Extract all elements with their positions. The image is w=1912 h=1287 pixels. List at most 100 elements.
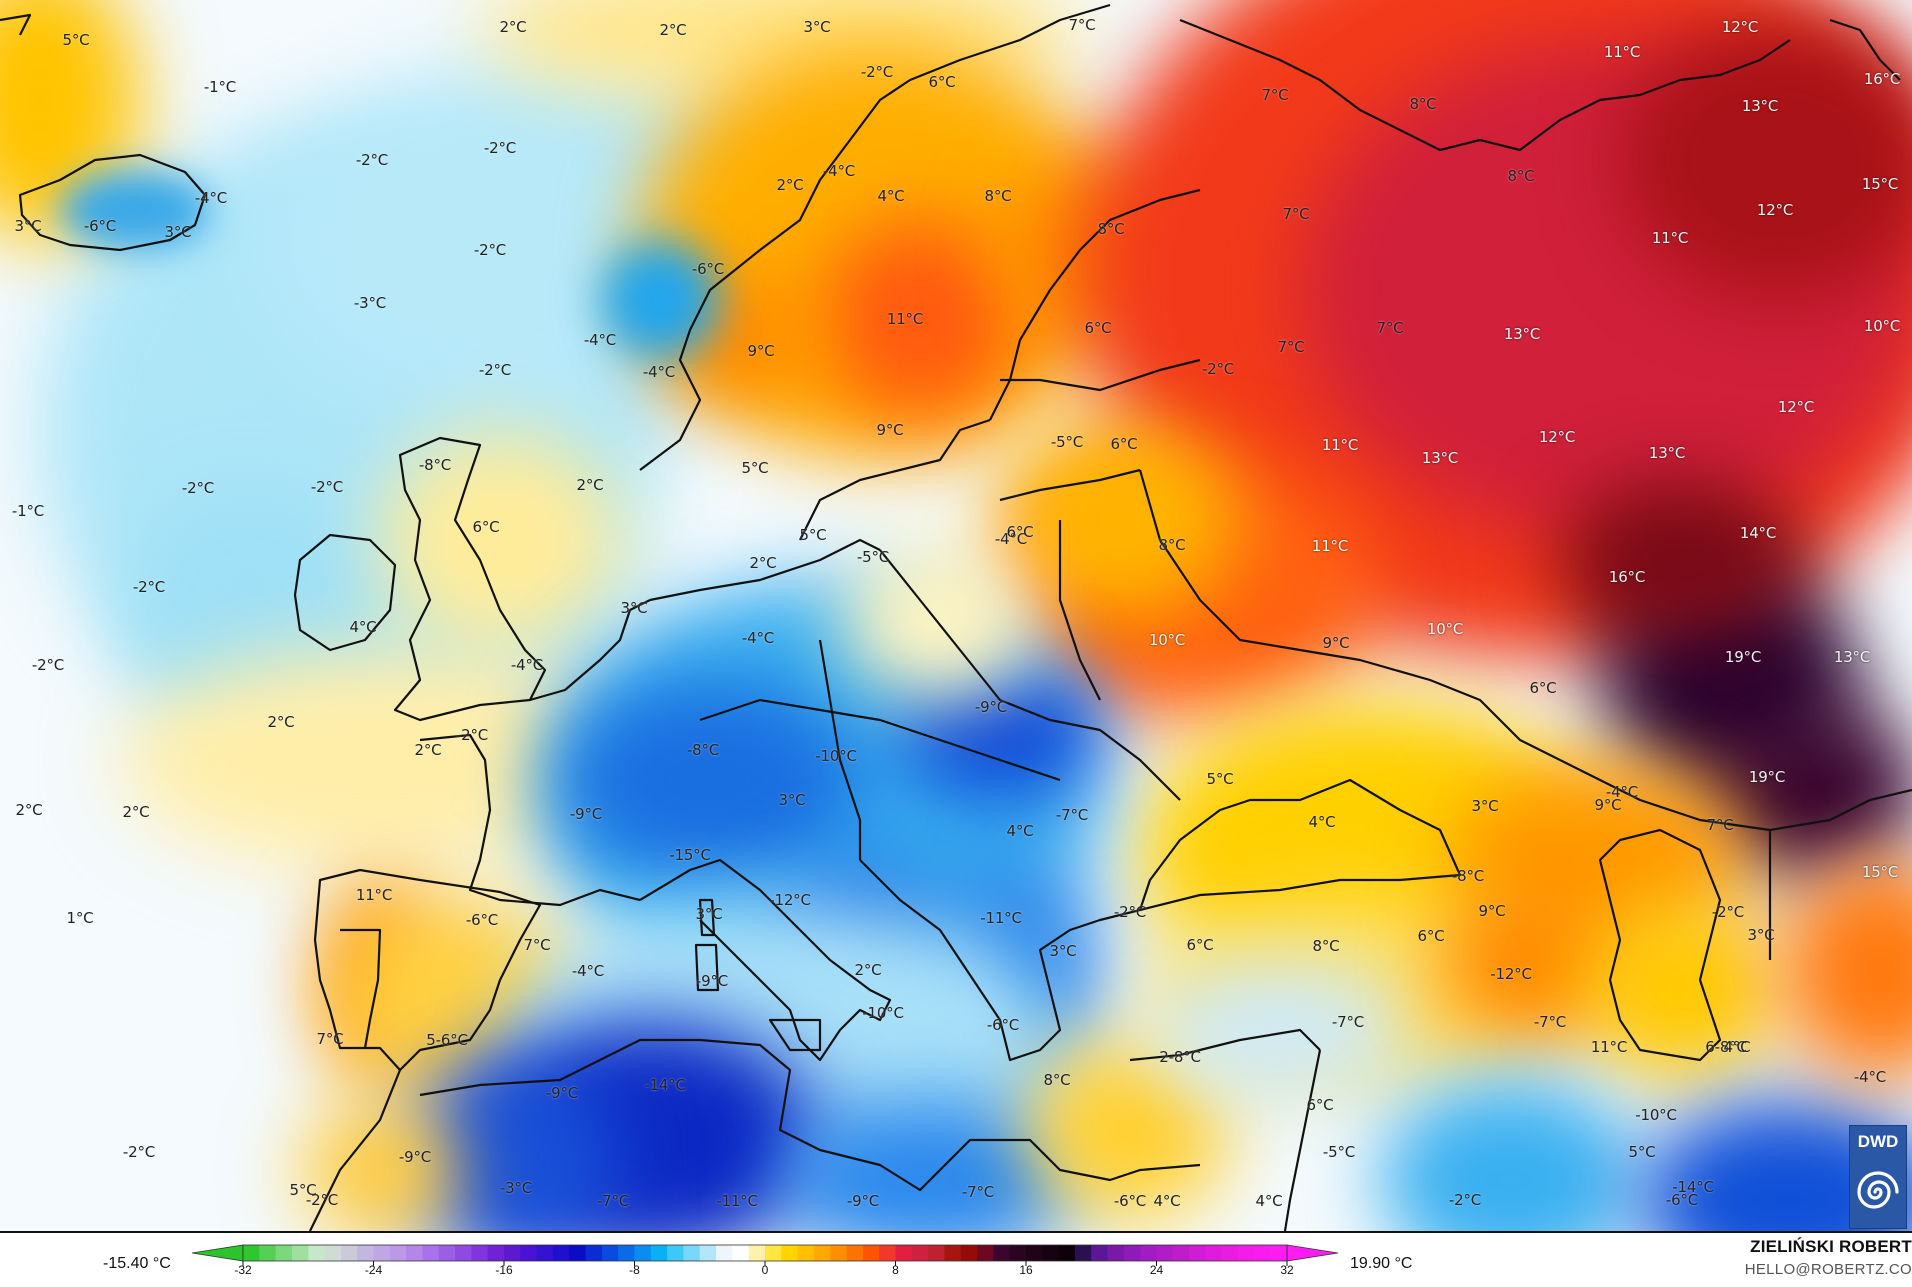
temperature-label: 14°C <box>1739 524 1777 542</box>
temperature-label: -7°C <box>961 1183 995 1201</box>
temperature-label: 3°C <box>803 18 831 36</box>
temperature-label: 3°C <box>1747 926 1775 944</box>
temperature-label: -9°C <box>569 805 603 823</box>
temperature-label: -6°C <box>83 217 117 235</box>
author-name: ZIELIŃSKI ROBERT <box>1750 1237 1912 1256</box>
temperature-label: -9°C <box>398 1148 432 1166</box>
temperature-label: -4°C <box>583 331 617 349</box>
temperature-label: 12°C <box>1777 398 1815 416</box>
temperature-label: 3°C <box>1471 797 1499 815</box>
temperature-label: -12°C <box>1490 965 1532 983</box>
temperature-label: 11°C <box>886 310 924 328</box>
temperature-label: 6°C <box>1110 435 1138 453</box>
temperature-label: -10°C <box>815 747 857 765</box>
spiral-icon <box>1857 1171 1899 1209</box>
temperature-label: 13°C <box>1741 97 1779 115</box>
temperature-label: 7°C <box>1261 86 1289 104</box>
temperature-label: 6°C <box>1084 319 1112 337</box>
colorbar-legend: -15.40 °C -32 -24 -16 -8 0 8 16 24 32 19.90 °C Z… <box>0 1233 1912 1287</box>
temperature-label: -10°C <box>862 1004 904 1022</box>
temperature-label: 7°C <box>523 936 551 954</box>
temperature-label: 8°C <box>1158 536 1186 554</box>
temperature-label: -7°C <box>1533 1013 1567 1031</box>
temperature-label: 8°C <box>1097 220 1125 238</box>
temperature-label: -2°C <box>478 361 512 379</box>
temperature-label: -2°C <box>310 478 344 496</box>
temperature-label: 13°C <box>1421 449 1459 467</box>
temperature-label: 5°C <box>741 459 769 477</box>
temperature-label: 15°C <box>1861 863 1899 881</box>
temperature-label: 11°C <box>1651 229 1689 247</box>
temperature-label: 3°C <box>1049 942 1077 960</box>
temperature-label: -2°C <box>1201 360 1235 378</box>
temperature-label: -6°C <box>691 260 725 278</box>
author-email[interactable]: HELLO@ROBERTZ.CO <box>1744 1261 1912 1278</box>
temperature-label: -2°C <box>305 1191 339 1209</box>
dwd-logo: DWD <box>1849 1125 1907 1229</box>
temperature-label: -4°C <box>822 162 856 180</box>
temperature-label: 11°C <box>1321 436 1359 454</box>
temperature-label: -2°C <box>1113 903 1147 921</box>
temperature-label: 10°C <box>1863 317 1901 335</box>
temperature-label: -5°C <box>1322 1143 1356 1161</box>
temperature-label: 5-6°C <box>426 1031 468 1049</box>
temperature-label: 19°C <box>1724 648 1762 666</box>
temperature-label: -7°C <box>596 1192 630 1210</box>
temperature-label: 5°C <box>1206 770 1234 788</box>
temperature-label: -4°C <box>1605 783 1639 801</box>
temperature-label: -14°C <box>644 1076 686 1094</box>
temperature-label: 6-8°C <box>1705 1038 1747 1056</box>
temperature-label: 9°C <box>747 342 775 360</box>
temperature-label: -5°C <box>1050 433 1084 451</box>
temperature-label: 4°C <box>1308 813 1336 831</box>
temperature-label: 7°C <box>1706 816 1734 834</box>
temperature-label: -8°C <box>418 456 452 474</box>
temperature-label: -4°C <box>642 363 676 381</box>
temperature-label: 13°C <box>1833 648 1871 666</box>
temperature-label: -3°C <box>353 294 387 312</box>
temperature-label: -6°C <box>1113 1192 1147 1210</box>
temperature-label: 2°C <box>267 713 295 731</box>
temperature-label: 2°C <box>499 18 527 36</box>
temperature-label: 7°C <box>1277 338 1305 356</box>
temperature-label: 2°C <box>122 803 150 821</box>
temperature-label: 9°C <box>876 421 904 439</box>
temperature-label: 5°C <box>1628 1143 1656 1161</box>
temperature-label: 3°C <box>778 791 806 809</box>
temperature-label: -2°C <box>455 726 489 744</box>
temperature-label: -2°C <box>31 656 65 674</box>
min-value-label: -15.40 °C <box>103 1255 171 1272</box>
temperature-label: 11°C <box>1311 537 1349 555</box>
temperature-label: 7°C <box>1068 16 1096 34</box>
temperature-label: 16°C <box>1608 568 1646 586</box>
temperature-label: -4°C <box>1853 1068 1887 1086</box>
temperature-label: -1°C <box>203 78 237 96</box>
temperature-label: -9°C <box>695 972 729 990</box>
temperature-label: 2°C <box>749 554 777 572</box>
temperature-label: 5°C <box>289 1181 317 1199</box>
temperature-label: -4°C <box>994 530 1028 548</box>
temperature-label: 7°C <box>316 1030 344 1048</box>
temperature-label: 4°C <box>1006 822 1034 840</box>
colorbar-tick-label: 24 <box>1149 1263 1164 1277</box>
temperature-label: 6°C <box>1186 936 1214 954</box>
temperature-label: -9°C <box>846 1192 880 1210</box>
colorbar-tick-label: 32 <box>1280 1263 1294 1277</box>
temperature-label: 8°C <box>1507 167 1535 185</box>
temperature-label: 6°C <box>1006 523 1034 541</box>
max-value-label: 19.90 °C <box>1350 1255 1413 1272</box>
temperature-label: -9°C <box>545 1084 579 1102</box>
temperature-label: -2°C <box>860 63 894 81</box>
temperature-label: 12°C <box>1538 428 1576 446</box>
temperature-label: -6°C <box>986 1016 1020 1034</box>
temperature-label: -2°C <box>355 151 389 169</box>
temperature-label: 2-8°C <box>1159 1048 1201 1066</box>
temperature-label: 6°C <box>472 518 500 536</box>
coastline-overlay <box>0 3 1912 1231</box>
temperature-label: 6°C <box>1417 927 1445 945</box>
temperature-label: 8°C <box>1043 1071 1071 1089</box>
temperature-label: 5°C <box>62 31 90 49</box>
temperature-label: 5°C <box>799 526 827 544</box>
temperature-label: 11°C <box>1603 43 1641 61</box>
temperature-label: -3°C <box>499 1179 533 1197</box>
